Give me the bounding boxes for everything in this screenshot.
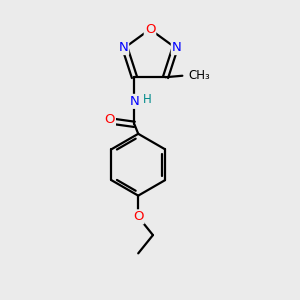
Text: N: N xyxy=(118,41,128,54)
Text: CH₃: CH₃ xyxy=(188,69,210,82)
Text: O: O xyxy=(133,210,143,223)
Text: H: H xyxy=(142,92,151,106)
Text: O: O xyxy=(145,23,155,36)
Text: O: O xyxy=(104,113,115,126)
Text: N: N xyxy=(172,41,182,54)
Text: N: N xyxy=(130,95,139,108)
